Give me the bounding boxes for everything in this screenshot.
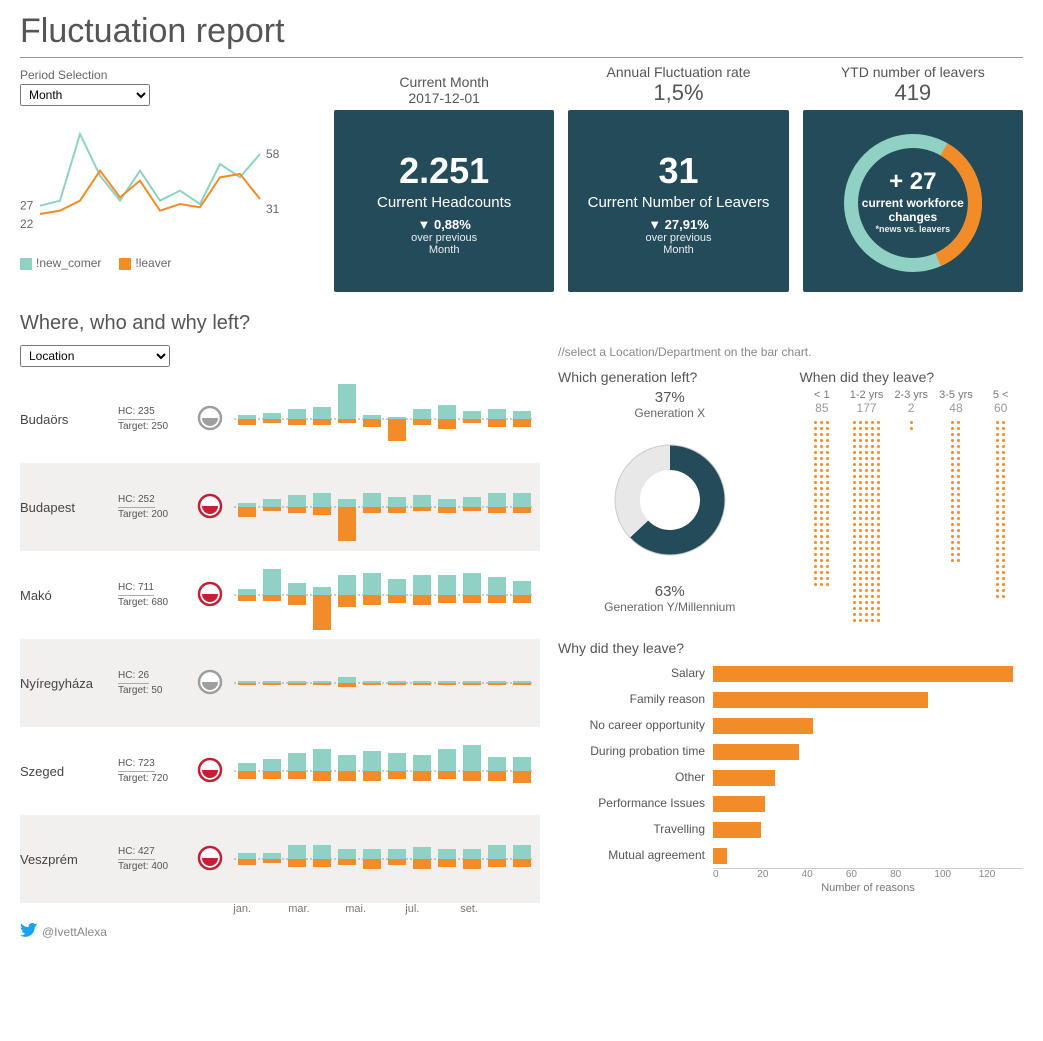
trend-chart: 27 22 58 31	[20, 114, 300, 254]
location-row[interactable]: SzegedHC: 723Target: 720	[20, 727, 540, 815]
headcount-value: 2.251	[399, 150, 489, 192]
page-title: Fluctuation report	[20, 12, 1023, 51]
location-row[interactable]: BudaörsHC: 235Target: 250	[20, 375, 540, 463]
legend-leaver: !leaver	[119, 256, 171, 270]
hint-text: //select a Location/Department on the ba…	[558, 345, 1023, 359]
reason-row: Mutual agreement	[558, 842, 1023, 868]
kpi-headcount: Current Month 2017-12-01 2.251 Current H…	[334, 68, 554, 292]
gen-title: Which generation left?	[558, 369, 782, 385]
location-select[interactable]: Location	[20, 345, 170, 367]
period-select[interactable]: Month	[20, 84, 150, 106]
generation-donut	[590, 420, 750, 580]
location-row[interactable]: NyíregyházaHC: 26Target: 50	[20, 639, 540, 727]
tenure-dots	[800, 421, 1024, 622]
reason-row: Other	[558, 764, 1023, 790]
reason-row: No career opportunity	[558, 712, 1023, 738]
divider	[20, 57, 1023, 58]
reason-row: During probation time	[558, 738, 1023, 764]
footer-handle: @IvettAlexa	[42, 925, 107, 939]
svg-text:58: 58	[266, 147, 280, 161]
legend-newcomer: !new_comer	[20, 256, 101, 270]
reason-row: Salary	[558, 660, 1023, 686]
section2-title: Where, who and why left?	[20, 312, 1023, 335]
tenure-title: When did they leave?	[800, 369, 1024, 385]
location-row[interactable]: MakóHC: 711Target: 680	[20, 551, 540, 639]
twitter-icon	[20, 923, 38, 941]
period-label: Period Selection	[20, 68, 320, 82]
svg-text:31: 31	[266, 202, 280, 216]
svg-text:27: 27	[20, 199, 34, 213]
reasons-title: Why did they leave?	[558, 640, 1023, 656]
reason-row: Travelling	[558, 816, 1023, 842]
leavers-value: 31	[658, 150, 698, 192]
reason-row: Performance Issues	[558, 790, 1023, 816]
location-row[interactable]: VeszprémHC: 427Target: 400	[20, 815, 540, 903]
kpi-leavers: Annual Fluctuation rate 1,5% 31 Current …	[568, 68, 788, 292]
reason-row: Family reason	[558, 686, 1023, 712]
kpi-ytd: YTD number of leavers 419 + 27 current w…	[803, 68, 1023, 292]
svg-text:22: 22	[20, 217, 34, 231]
location-row[interactable]: BudapestHC: 252Target: 200	[20, 463, 540, 551]
